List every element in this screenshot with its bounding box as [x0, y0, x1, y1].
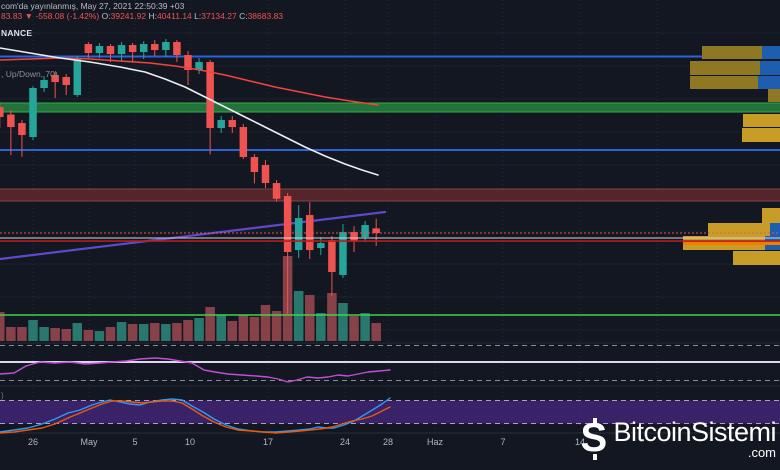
axis-tick-label: 14 [574, 437, 585, 447]
axis-tick-label: 17 [262, 437, 273, 447]
axis-tick-label: 26 [27, 437, 38, 447]
published-line: com'da yayınlanmış, May 27, 2021 22:50:3… [1, 1, 185, 11]
time-axis[interactable]: 26 May 5 10 17 24 28 Haz 7 14 [0, 433, 780, 470]
ohlc-legend: 83.83 ▼ -558.08 (-1.42%) O:39241.92 H:40… [1, 11, 283, 21]
axis-tick-label: 7 [500, 437, 506, 447]
axis-tick-label: 24 [339, 437, 350, 447]
oscillator-label-fragment: ) [1, 391, 4, 400]
last-price: 83.83 [1, 11, 23, 21]
bitcoinsistemi-watermark: S BitcoinSistemi .com [580, 416, 776, 462]
axis-tick-label: 10 [184, 437, 195, 447]
close-value: 38683.83 [247, 11, 284, 21]
close-label: C: [239, 11, 248, 21]
low-value: 37134.27 [201, 11, 237, 21]
symbol-exchange-fragment: NANCE [1, 28, 33, 38]
down-arrow-icon: ▼ [24, 11, 34, 21]
watermark-text: BitcoinSistemi [613, 417, 776, 447]
axis-tick-label: 5 [132, 437, 138, 447]
change-value: -558.08 [35, 11, 65, 21]
high-value: 40411.14 [156, 11, 192, 21]
indicator-label-fragment: , Up/Down, 70) [1, 69, 58, 79]
low-label: L: [194, 11, 202, 21]
axis-tick-label: Haz [426, 437, 443, 447]
open-label: O: [101, 11, 111, 21]
change-percent: (-1.42%) [66, 11, 100, 21]
axis-tick-label: May [80, 437, 98, 447]
axis-tick-label: 28 [382, 437, 393, 447]
high-label: H: [148, 11, 157, 21]
open-value: 39241.92 [110, 11, 147, 21]
bitcoin-s-logo-icon: S [580, 416, 608, 460]
watermark-suffix: .com [747, 445, 776, 460]
